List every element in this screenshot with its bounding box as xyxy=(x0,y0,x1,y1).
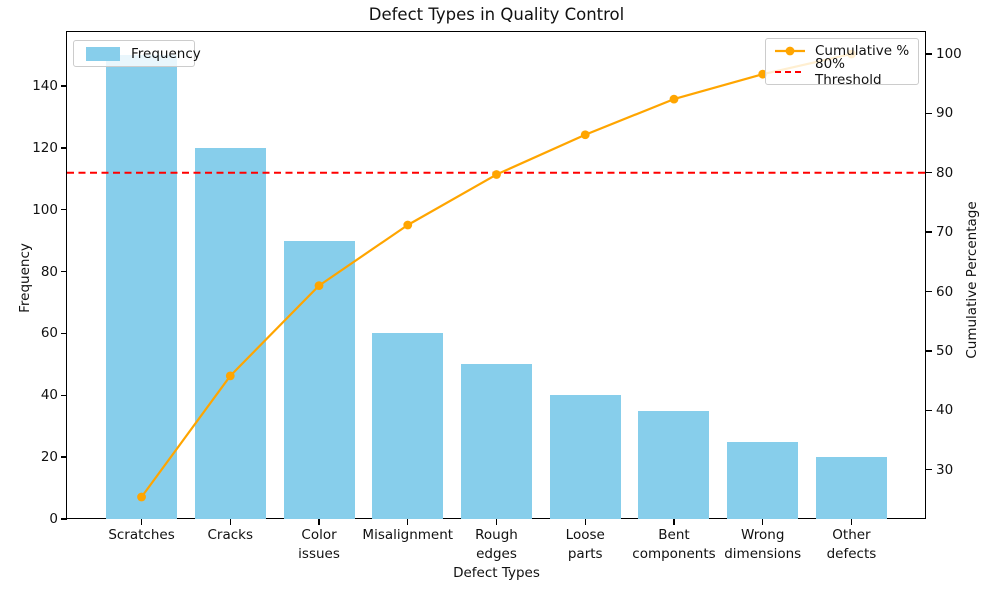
x-axis-label: Defect Types xyxy=(453,565,540,581)
legend-cumulative-label: Cumulative % xyxy=(815,43,910,59)
x-tick-label: Misalignment xyxy=(362,527,454,543)
y-left-tick-label: 60 xyxy=(40,325,58,342)
bar-wrong-dimensions xyxy=(727,441,799,519)
x-tick-label: Scratches xyxy=(108,527,175,543)
y-right-tick-label: 60 xyxy=(936,283,954,300)
y-left-tick xyxy=(61,147,67,149)
y-axis-label-left: Frequency xyxy=(17,243,33,313)
chart-title: Defect Types in Quality Control xyxy=(368,5,625,24)
x-tick-label: Other defects xyxy=(826,527,877,562)
y-right-tick-label: 70 xyxy=(936,224,954,241)
legend-cumulative: Cumulative % 80% Threshold xyxy=(765,38,919,88)
y-left-tick-label: 20 xyxy=(40,449,58,466)
frequency-swatch-icon xyxy=(86,46,120,61)
bar-misalignment xyxy=(372,333,444,519)
y-left-tick-label: 0 xyxy=(49,511,58,527)
y-axis-label-right: Cumulative Percentage xyxy=(964,201,980,359)
legend-row-threshold: 80% Threshold xyxy=(774,56,910,88)
cumulative-line-marker-icon xyxy=(775,46,805,56)
y-right-tick xyxy=(926,409,932,411)
y-right-tick-label: 30 xyxy=(936,461,954,478)
y-right-tick xyxy=(926,112,932,115)
x-tick-label: Color issues xyxy=(298,527,340,562)
bar-rough-edges xyxy=(461,364,532,519)
y-right-tick xyxy=(926,350,932,352)
legend-row-cumulative: Cumulative % xyxy=(774,42,910,60)
x-tick xyxy=(762,519,764,525)
legend-threshold-label: 80% Threshold xyxy=(815,55,882,88)
y-left-tick xyxy=(61,456,67,458)
y-right-tick xyxy=(926,172,932,174)
y-right-tick xyxy=(926,231,932,233)
y-right-tick-label: 50 xyxy=(936,342,954,359)
legend-frequency: Frequency xyxy=(73,40,201,67)
y-left-tick-label: 80 xyxy=(40,263,58,280)
y-left-tick xyxy=(61,394,67,396)
y-left-tick-label: 100 xyxy=(32,201,58,218)
bar-color-issues xyxy=(283,240,355,519)
y-right-tick xyxy=(926,290,932,293)
x-tick xyxy=(584,519,586,525)
x-tick-label: Wrong dimensions xyxy=(724,527,802,562)
y-right-tick xyxy=(926,53,932,55)
y-left-tick-label: 40 xyxy=(40,387,58,404)
x-tick-label: Cracks xyxy=(207,527,254,543)
y-right-tick-label: 80 xyxy=(936,164,954,181)
bar-scratches xyxy=(106,55,178,519)
y-left-tick-label: 120 xyxy=(32,139,58,156)
bar-other-defects xyxy=(815,457,887,519)
y-right-tick xyxy=(926,469,932,471)
x-tick xyxy=(318,519,320,525)
x-tick xyxy=(140,519,143,525)
y-left-tick xyxy=(61,85,67,87)
y-right-tick-label: 90 xyxy=(936,105,954,122)
bar-bent-components xyxy=(638,410,710,519)
x-tick xyxy=(229,519,231,525)
threshold-dashed-line-icon xyxy=(775,70,805,73)
y-left-tick xyxy=(61,270,67,273)
y-right-tick-label: 40 xyxy=(936,402,954,419)
y-left-tick xyxy=(61,332,67,335)
x-tick-label: Rough edges xyxy=(475,527,518,562)
legend-frequency-label: Frequency xyxy=(131,45,201,62)
y-right-tick-label: 100 xyxy=(936,45,962,62)
bar-cracks xyxy=(194,147,266,519)
y-left-tick-label: 140 xyxy=(32,78,58,95)
x-tick xyxy=(850,519,853,525)
bar-loose-parts xyxy=(549,395,621,519)
y-left-tick xyxy=(61,209,67,211)
x-tick-label: Loose parts xyxy=(565,527,605,562)
y-left-tick xyxy=(61,518,67,520)
x-tick xyxy=(407,519,409,525)
x-tick-label: Bent components xyxy=(632,527,716,562)
x-tick xyxy=(673,519,675,525)
x-tick xyxy=(495,519,498,525)
